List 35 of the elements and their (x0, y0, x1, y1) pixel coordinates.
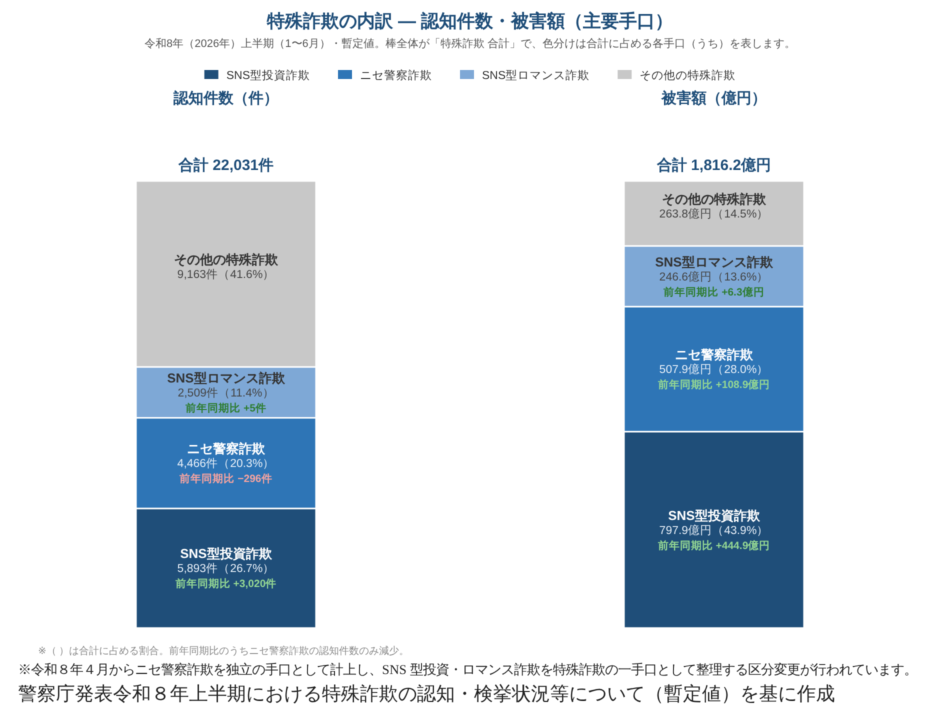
note: ※（ ）は合計に占める割合。前年同期比のうちニセ警察詐欺の認知件数のみ減少。 (38, 646, 410, 657)
data-label: 797.9億円（43.9%） (659, 524, 769, 537)
series-label: その他の特殊詐欺 (662, 191, 766, 206)
total-label: 合計 22,031件 (178, 157, 274, 174)
series-label: SNS型投資詐欺 (668, 508, 760, 523)
annotation: 前年同期比 +108.9億円 (658, 379, 770, 392)
annotation: 前年同期比 +3,020件 (175, 578, 277, 590)
data-label: 9,163件（41.6%） (177, 268, 275, 281)
title: 特殊詐欺の内訳 — 認知件数・被害額（主要手口） (267, 11, 673, 31)
data-label: 2,509件（11.4%） (178, 387, 274, 400)
y-axis-title: 被害額（億円） (662, 90, 766, 107)
subtitle: 令和8年（2026年）上半期（1〜6月）・暫定値。棒全体が「特殊詐欺 合計」で、色分けは合計に占める各手口（うち）を表します。 (144, 38, 796, 50)
legend-label: ニセ警察詐欺 (360, 70, 432, 82)
note: 警察庁発表令和８年上半期における特殊詐欺の認知・検挙状況等について（暫定値）を基に作成 (18, 684, 835, 705)
legend-label: SNS型ロマンス詐欺 (482, 70, 590, 82)
series-label: ニセ警察詐欺 (187, 441, 265, 456)
data-label: 263.8億円（14.5%） (659, 208, 769, 220)
series-label: その他の特殊詐欺 (174, 252, 278, 267)
annotation: 前年同期比 +6.3億円 (664, 286, 764, 298)
data-label: 5,893件（26.7%） (177, 563, 275, 576)
y-axis-title: 認知件数（件） (174, 90, 278, 107)
legend-label: その他の特殊詐欺 (640, 70, 736, 82)
total-label: 合計 1,816.2億円 (656, 157, 772, 174)
annotation: 前年同期比 −296件 (180, 473, 272, 486)
data-label: 246.6億円（13.6%） (659, 271, 769, 284)
annotation: 前年同期比 +444.9億円 (658, 540, 770, 552)
note: ※令和８年４月からニセ警察詐欺を独立の手口として計上し、SNS 型投資・ロマンス詐欺を特殊詐欺の一手口として整理する区分変更が行われています。 (18, 662, 917, 677)
series-label: ニセ警察詐欺 (675, 347, 753, 362)
annotation: 前年同期比 +5件 (186, 402, 266, 414)
legend-label: SNS型投資詐欺 (226, 70, 310, 82)
series-label: SNS型投資詐欺 (180, 546, 272, 562)
data-label: 507.9億円（28.0%） (659, 364, 769, 376)
data-label: 4,466件（20.3%） (177, 458, 275, 470)
series-label: SNS型ロマンス詐欺 (167, 370, 285, 386)
series-label: SNS型ロマンス詐欺 (655, 254, 773, 270)
